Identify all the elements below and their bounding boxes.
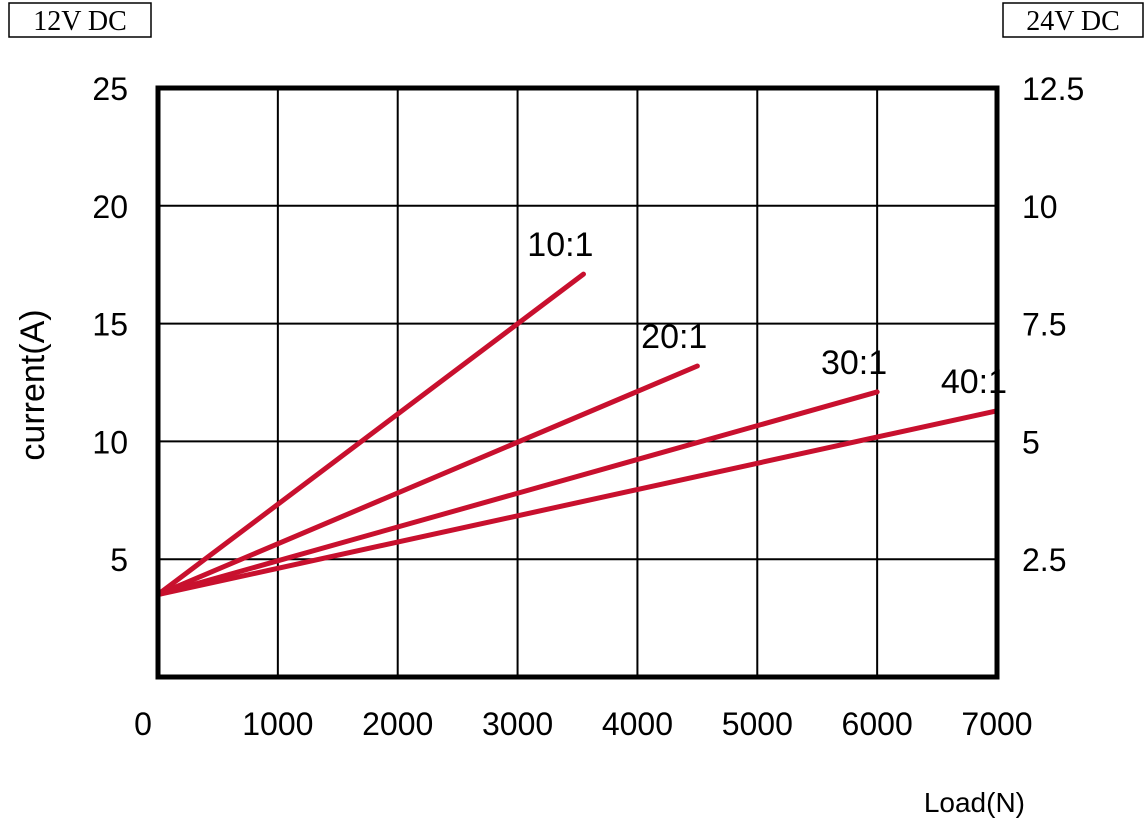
left-voltage-text: 12V DC (33, 6, 127, 37)
y2-tick-label: 5 (1022, 424, 1040, 460)
y-tick-label: 25 (92, 71, 128, 107)
y2-tick-labels: 2.5 5 7.5 10 12.5 (1022, 71, 1084, 578)
series-line (155, 389, 880, 598)
y-tick-label: 15 (92, 307, 128, 343)
series-line (155, 363, 700, 598)
series-label: 10:1 (527, 226, 593, 264)
series-label: 20:1 (641, 318, 707, 356)
y-tick-label: 20 (92, 189, 128, 225)
plot-frame (155, 85, 1000, 680)
series-labels: 10:1 20:1 30:1 40:1 (527, 226, 1007, 401)
right-voltage-text: 24V DC (1026, 6, 1120, 37)
x-axis-title: Load(N) (924, 787, 1025, 818)
x-tick-label: 7000 (961, 706, 1032, 742)
x-tick-label: 0 (134, 706, 152, 742)
x-tick-label: 6000 (842, 706, 913, 742)
x-tick-label: 3000 (482, 706, 553, 742)
x-tick-label: 2000 (362, 706, 433, 742)
right-voltage-label: 24V DC (1002, 2, 1144, 38)
y-tick-label: 10 (92, 424, 128, 460)
x-tick-labels: 0 1000 2000 3000 4000 5000 6000 7000 (134, 706, 1032, 742)
y-axis-title: current(A) (14, 309, 52, 460)
y-tick-label: 5 (110, 542, 128, 578)
y2-tick-label: 12.5 (1022, 71, 1084, 107)
y2-tick-label: 2.5 (1022, 542, 1066, 578)
series-line (155, 271, 586, 598)
x-tick-label: 5000 (722, 706, 793, 742)
grid (158, 88, 997, 677)
left-voltage-label: 12V DC (8, 2, 152, 38)
x-tick-label: 1000 (242, 706, 313, 742)
series-line (155, 408, 1000, 598)
series-label: 30:1 (821, 344, 887, 382)
y2-tick-label: 10 (1022, 189, 1058, 225)
series-lines (155, 271, 1000, 598)
y2-tick-label: 7.5 (1022, 307, 1066, 343)
series-label: 40:1 (941, 363, 1007, 401)
y-tick-labels: 5 10 15 20 25 (92, 71, 128, 578)
x-tick-label: 4000 (602, 706, 673, 742)
